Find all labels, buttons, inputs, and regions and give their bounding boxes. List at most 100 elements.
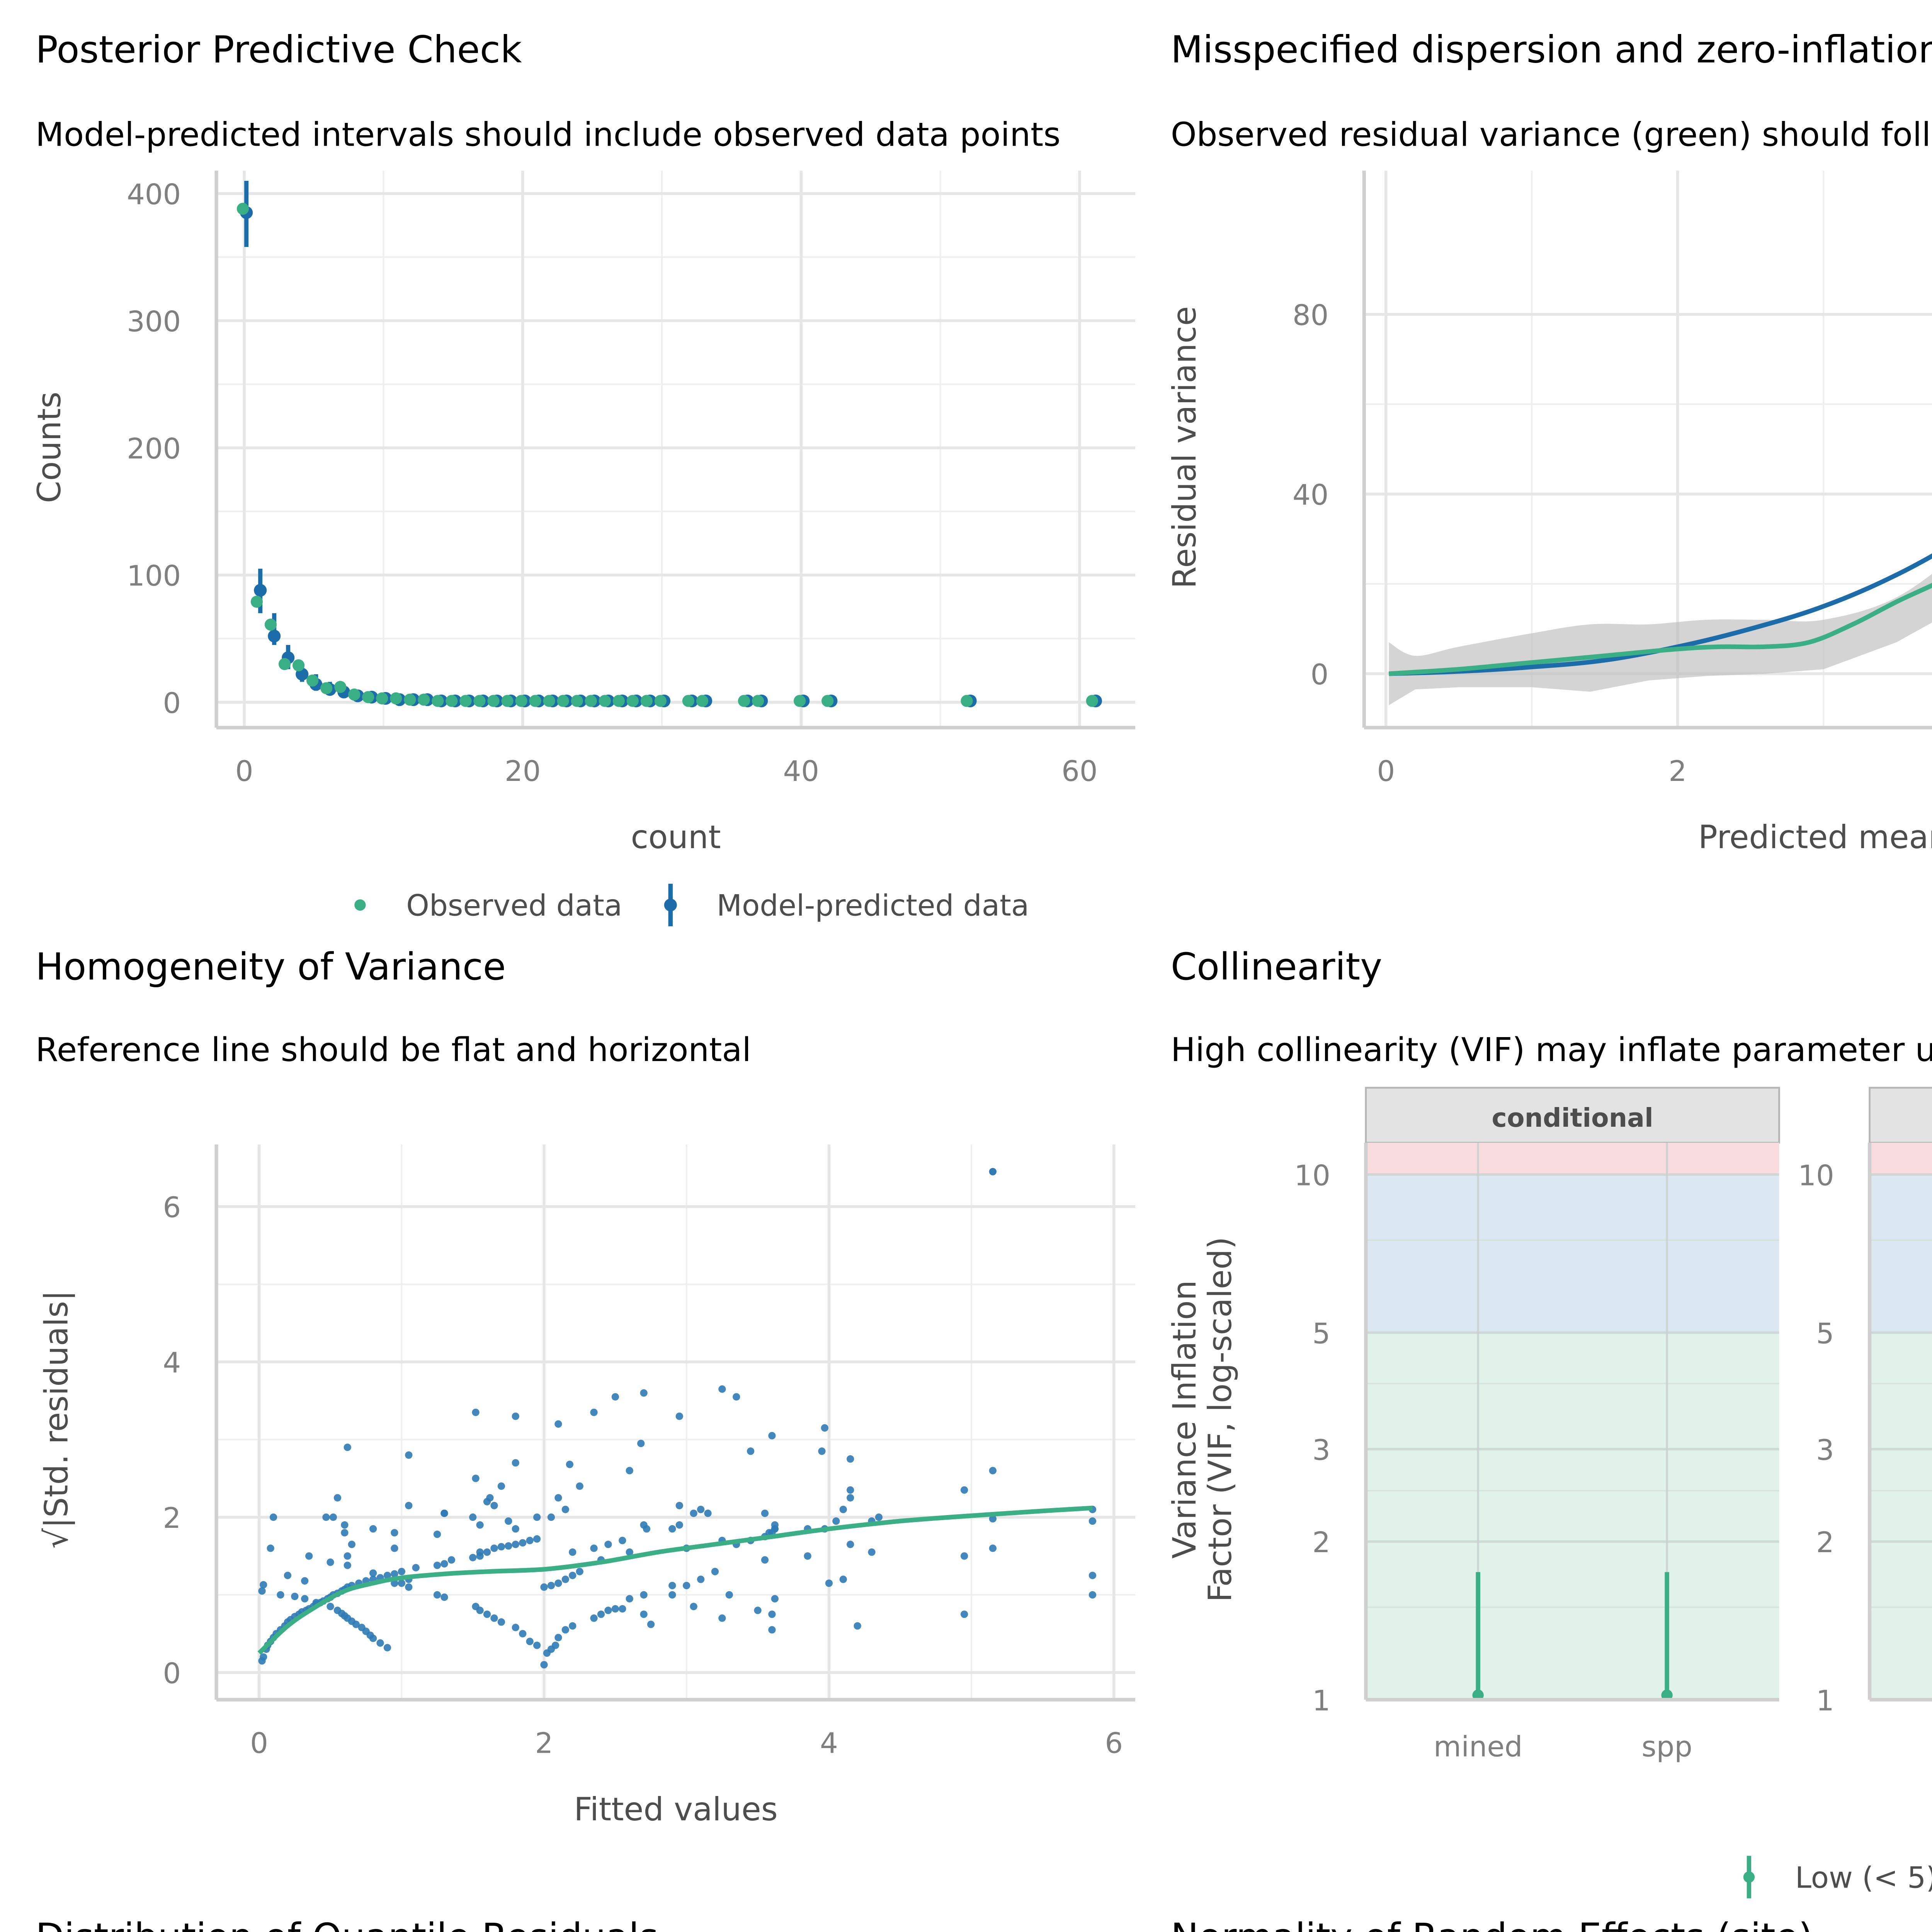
observed-point (376, 692, 388, 705)
observed-point (961, 695, 973, 707)
legend-observed-label: Observed data (406, 889, 622, 923)
facet-strip (1869, 1087, 1932, 1144)
residual-point (405, 1583, 413, 1591)
residual-point (626, 1595, 633, 1603)
residual-point (490, 1614, 498, 1622)
observed-point (334, 681, 347, 693)
residual-point (847, 1541, 854, 1548)
residual-point (551, 1641, 560, 1649)
facet-conditional: conditional 1 2 3 5 10 mined spp (1294, 1087, 1780, 1764)
observed-point (292, 659, 305, 672)
residual-point (839, 1575, 847, 1583)
residual-point (554, 1494, 562, 1502)
residual-point (472, 1475, 480, 1482)
x-tick-label: 6 (1105, 1727, 1123, 1760)
y-tick-label: 10 (1798, 1159, 1834, 1192)
residual-point (533, 1535, 541, 1543)
residual-point (258, 1587, 266, 1595)
residual-point (604, 1607, 612, 1614)
y-tick-label: 0 (1311, 658, 1329, 691)
residual-point (590, 1544, 598, 1552)
y-axis-label-line1: Variance Inflation (1166, 1280, 1203, 1559)
residual-point (768, 1432, 776, 1440)
observed-point (487, 695, 500, 707)
residual-point (260, 1581, 267, 1588)
residual-point (376, 1639, 384, 1647)
observed-point (501, 695, 514, 707)
y-tick-label: 4 (163, 1347, 181, 1379)
residual-point (405, 1451, 413, 1459)
residual-point (839, 1505, 847, 1514)
residual-point (690, 1509, 697, 1517)
panel-subtitle: Reference line should be flat and horizo… (36, 1031, 751, 1069)
residual-point (497, 1543, 505, 1551)
residual-point (440, 1509, 448, 1517)
residual-point (683, 1582, 690, 1590)
residual-point (512, 1412, 519, 1420)
residual-point (398, 1579, 405, 1587)
residual-point (569, 1548, 577, 1556)
y-tick-label: 1 (1816, 1684, 1834, 1717)
residual-point (512, 1624, 519, 1631)
residual-point (433, 1591, 441, 1599)
residual-point (847, 1494, 854, 1502)
residual-point (327, 1558, 334, 1566)
residual-point (647, 1621, 655, 1628)
residual-point (768, 1626, 776, 1634)
panel-title: Collinearity (1171, 945, 1382, 988)
residual-point (469, 1513, 477, 1521)
residual-point (989, 1467, 997, 1475)
residual-point (1088, 1591, 1097, 1599)
panel-title: Posterior Predictive Check (36, 28, 522, 71)
residual-point (327, 1602, 334, 1611)
residual-point (960, 1611, 968, 1618)
residual-point (690, 1602, 697, 1611)
residual-point (519, 1539, 527, 1547)
residual-point (512, 1541, 519, 1548)
residual-point (476, 1607, 484, 1614)
residual-point (391, 1570, 398, 1578)
residual-point (301, 1595, 309, 1603)
observed-point (557, 695, 569, 707)
x-tick-label: 40 (783, 755, 819, 788)
observed-point (654, 695, 667, 707)
residual-point (277, 1591, 284, 1599)
y-tick-label: 200 (127, 433, 181, 466)
residual-point (476, 1548, 484, 1556)
residual-point (469, 1554, 477, 1561)
residual-point (383, 1644, 391, 1651)
observed-point (599, 695, 611, 707)
residual-point (440, 1560, 448, 1568)
residual-point (576, 1568, 583, 1575)
residual-point (483, 1611, 491, 1618)
residual-point (590, 1408, 598, 1416)
residual-point (619, 1605, 626, 1613)
vif-band-high (1366, 1143, 1779, 1175)
vif-band-low (1366, 1332, 1779, 1700)
observed-point (821, 695, 834, 707)
residual-point (875, 1513, 883, 1521)
residual-point (344, 1444, 351, 1451)
observed-point (515, 695, 527, 707)
observed-point (682, 695, 695, 707)
panel-subtitle: Observed residual variance (green) shoul… (1171, 116, 1932, 154)
residual-point (260, 1653, 267, 1661)
residual-point (490, 1544, 498, 1552)
y-tick-label: 2 (1312, 1526, 1330, 1559)
residual-point (540, 1661, 548, 1668)
x-tick-label: 0 (1377, 755, 1395, 788)
panel-random-effects-normality: Normality of Random Effects (site) Dots … (1171, 1915, 1813, 1932)
x-tick-label: 20 (505, 755, 541, 788)
residual-point (668, 1582, 676, 1590)
x-axis-label: Fitted values (574, 1791, 778, 1828)
residual-point (725, 1591, 733, 1599)
residual-point (391, 1529, 398, 1537)
residual-point (604, 1541, 612, 1548)
residual-point (847, 1455, 854, 1463)
vif-band-low (1869, 1332, 1932, 1700)
predicted-point (268, 629, 281, 643)
residual-point (490, 1502, 498, 1510)
residual-point (440, 1593, 448, 1601)
observed-point (585, 695, 597, 707)
residual-point (540, 1583, 548, 1591)
